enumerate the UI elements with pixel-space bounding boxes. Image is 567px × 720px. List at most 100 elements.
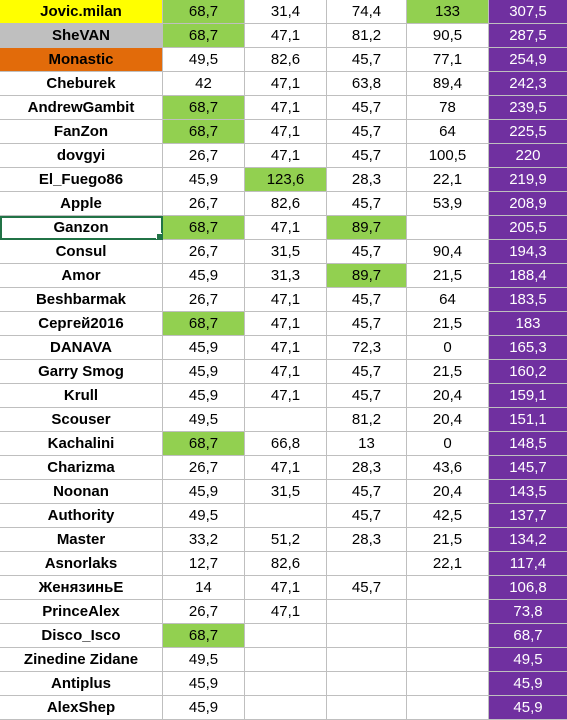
score-cell-v1[interactable]: 49,5 bbox=[163, 504, 245, 528]
score-cell-v3[interactable] bbox=[327, 648, 407, 672]
score-cell-v4[interactable]: 21,5 bbox=[407, 264, 489, 288]
total-score-cell[interactable]: 183,5 bbox=[489, 288, 567, 312]
player-name-cell[interactable]: FanZon bbox=[0, 120, 163, 144]
score-cell-v4[interactable] bbox=[407, 216, 489, 240]
score-cell-v2[interactable]: 123,6 bbox=[245, 168, 327, 192]
score-cell-v4[interactable] bbox=[407, 624, 489, 648]
score-cell-v2[interactable]: 47,1 bbox=[245, 384, 327, 408]
player-name-cell[interactable]: Beshbarmak bbox=[0, 288, 163, 312]
fill-handle[interactable] bbox=[156, 233, 162, 239]
score-cell-v2[interactable]: 47,1 bbox=[245, 120, 327, 144]
total-score-cell[interactable]: 183 bbox=[489, 312, 567, 336]
score-cell-v3[interactable]: 45,7 bbox=[327, 48, 407, 72]
total-score-cell[interactable]: 134,2 bbox=[489, 528, 567, 552]
total-score-cell[interactable]: 219,9 bbox=[489, 168, 567, 192]
score-cell-v3[interactable]: 45,7 bbox=[327, 96, 407, 120]
score-cell-v4[interactable]: 20,4 bbox=[407, 408, 489, 432]
score-cell-v2[interactable]: 47,1 bbox=[245, 456, 327, 480]
score-cell-v4[interactable]: 64 bbox=[407, 120, 489, 144]
score-cell-v4[interactable]: 21,5 bbox=[407, 528, 489, 552]
total-score-cell[interactable]: 160,2 bbox=[489, 360, 567, 384]
score-cell-v2[interactable]: 47,1 bbox=[245, 336, 327, 360]
score-cell-v2[interactable]: 47,1 bbox=[245, 288, 327, 312]
score-cell-v3[interactable]: 89,7 bbox=[327, 264, 407, 288]
score-cell-v3[interactable]: 45,7 bbox=[327, 360, 407, 384]
score-cell-v1[interactable]: 14 bbox=[163, 576, 245, 600]
score-cell-v4[interactable]: 22,1 bbox=[407, 168, 489, 192]
score-cell-v3[interactable]: 28,3 bbox=[327, 528, 407, 552]
score-cell-v4[interactable]: 64 bbox=[407, 288, 489, 312]
total-score-cell[interactable]: 165,3 bbox=[489, 336, 567, 360]
score-cell-v3[interactable]: 45,7 bbox=[327, 384, 407, 408]
player-name-cell[interactable]: Master bbox=[0, 528, 163, 552]
total-score-cell[interactable]: 45,9 bbox=[489, 672, 567, 696]
player-name-cell[interactable]: Asnorlaks bbox=[0, 552, 163, 576]
score-cell-v3[interactable]: 81,2 bbox=[327, 408, 407, 432]
score-cell-v4[interactable]: 43,6 bbox=[407, 456, 489, 480]
score-cell-v1[interactable]: 68,7 bbox=[163, 432, 245, 456]
score-cell-v2[interactable]: 47,1 bbox=[245, 96, 327, 120]
total-score-cell[interactable]: 106,8 bbox=[489, 576, 567, 600]
score-cell-v4[interactable]: 21,5 bbox=[407, 312, 489, 336]
player-name-cell[interactable]: Scouser bbox=[0, 408, 163, 432]
player-name-cell[interactable]: AlexShep bbox=[0, 696, 163, 720]
score-cell-v2[interactable]: 82,6 bbox=[245, 552, 327, 576]
score-cell-v3[interactable]: 45,7 bbox=[327, 480, 407, 504]
score-cell-v1[interactable]: 45,9 bbox=[163, 480, 245, 504]
score-cell-v4[interactable]: 20,4 bbox=[407, 384, 489, 408]
total-score-cell[interactable]: 242,3 bbox=[489, 72, 567, 96]
player-name-cell[interactable]: Krull bbox=[0, 384, 163, 408]
score-cell-v1[interactable]: 26,7 bbox=[163, 456, 245, 480]
player-name-cell[interactable]: DANAVA bbox=[0, 336, 163, 360]
player-name-cell[interactable]: Apple bbox=[0, 192, 163, 216]
score-cell-v4[interactable] bbox=[407, 648, 489, 672]
player-name-cell[interactable]: Ganzon bbox=[0, 216, 163, 240]
player-name-cell[interactable]: Сергей2016 bbox=[0, 312, 163, 336]
score-cell-v2[interactable]: 31,4 bbox=[245, 0, 327, 24]
score-cell-v2[interactable]: 51,2 bbox=[245, 528, 327, 552]
total-score-cell[interactable]: 254,9 bbox=[489, 48, 567, 72]
total-score-cell[interactable]: 225,5 bbox=[489, 120, 567, 144]
total-score-cell[interactable]: 143,5 bbox=[489, 480, 567, 504]
score-cell-v1[interactable]: 68,7 bbox=[163, 120, 245, 144]
score-cell-v2[interactable] bbox=[245, 648, 327, 672]
score-cell-v4[interactable]: 0 bbox=[407, 432, 489, 456]
total-score-cell[interactable]: 287,5 bbox=[489, 24, 567, 48]
score-cell-v4[interactable] bbox=[407, 600, 489, 624]
score-cell-v1[interactable]: 42 bbox=[163, 72, 245, 96]
score-cell-v2[interactable]: 82,6 bbox=[245, 192, 327, 216]
score-cell-v2[interactable] bbox=[245, 672, 327, 696]
score-cell-v4[interactable]: 90,4 bbox=[407, 240, 489, 264]
score-cell-v1[interactable]: 33,2 bbox=[163, 528, 245, 552]
score-cell-v1[interactable]: 68,7 bbox=[163, 0, 245, 24]
score-cell-v2[interactable]: 47,1 bbox=[245, 24, 327, 48]
player-name-cell[interactable]: Noonan bbox=[0, 480, 163, 504]
score-cell-v3[interactable]: 45,7 bbox=[327, 192, 407, 216]
score-cell-v4[interactable]: 42,5 bbox=[407, 504, 489, 528]
score-cell-v1[interactable]: 49,5 bbox=[163, 48, 245, 72]
score-cell-v4[interactable]: 90,5 bbox=[407, 24, 489, 48]
total-score-cell[interactable]: 239,5 bbox=[489, 96, 567, 120]
player-name-cell[interactable]: Monastic bbox=[0, 48, 163, 72]
total-score-cell[interactable]: 205,5 bbox=[489, 216, 567, 240]
score-cell-v3[interactable]: 45,7 bbox=[327, 576, 407, 600]
score-cell-v1[interactable]: 68,7 bbox=[163, 624, 245, 648]
score-cell-v4[interactable]: 53,9 bbox=[407, 192, 489, 216]
score-cell-v3[interactable]: 89,7 bbox=[327, 216, 407, 240]
score-cell-v2[interactable]: 47,1 bbox=[245, 600, 327, 624]
total-score-cell[interactable]: 151,1 bbox=[489, 408, 567, 432]
score-cell-v1[interactable]: 68,7 bbox=[163, 96, 245, 120]
score-cell-v2[interactable]: 31,5 bbox=[245, 240, 327, 264]
score-cell-v3[interactable]: 45,7 bbox=[327, 240, 407, 264]
total-score-cell[interactable]: 73,8 bbox=[489, 600, 567, 624]
player-name-cell[interactable]: Consul bbox=[0, 240, 163, 264]
score-cell-v2[interactable] bbox=[245, 696, 327, 720]
score-cell-v2[interactable]: 47,1 bbox=[245, 144, 327, 168]
total-score-cell[interactable]: 307,5 bbox=[489, 0, 567, 24]
score-cell-v2[interactable]: 47,1 bbox=[245, 312, 327, 336]
total-score-cell[interactable]: 220 bbox=[489, 144, 567, 168]
score-cell-v3[interactable] bbox=[327, 600, 407, 624]
score-cell-v2[interactable]: 31,5 bbox=[245, 480, 327, 504]
score-cell-v3[interactable] bbox=[327, 696, 407, 720]
player-name-cell[interactable]: Authority bbox=[0, 504, 163, 528]
